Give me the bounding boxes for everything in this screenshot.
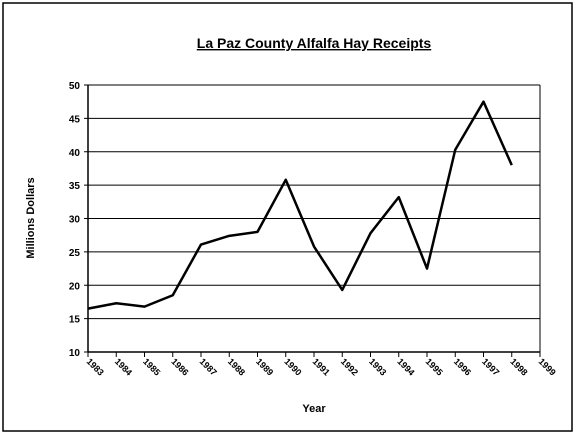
y-tick-label: 20 — [69, 281, 81, 292]
y-tick-label: 30 — [69, 215, 81, 226]
chart-title: La Paz County Alfalfa Hay Receipts — [197, 35, 432, 51]
y-tick-label: 15 — [69, 315, 81, 326]
data-line — [87, 100, 513, 310]
x-axis-label: Year — [302, 403, 326, 415]
y-tick-label: 45 — [69, 114, 81, 125]
y-tick-label: 35 — [69, 181, 81, 192]
y-tick-label: 10 — [69, 348, 81, 359]
y-axis-label: Millions Dollars — [25, 177, 37, 258]
chart-frame — [2, 2, 573, 432]
y-tick-label: 25 — [69, 248, 81, 259]
y-tick-label: 40 — [69, 148, 81, 159]
y-tick-label: 50 — [69, 81, 81, 92]
